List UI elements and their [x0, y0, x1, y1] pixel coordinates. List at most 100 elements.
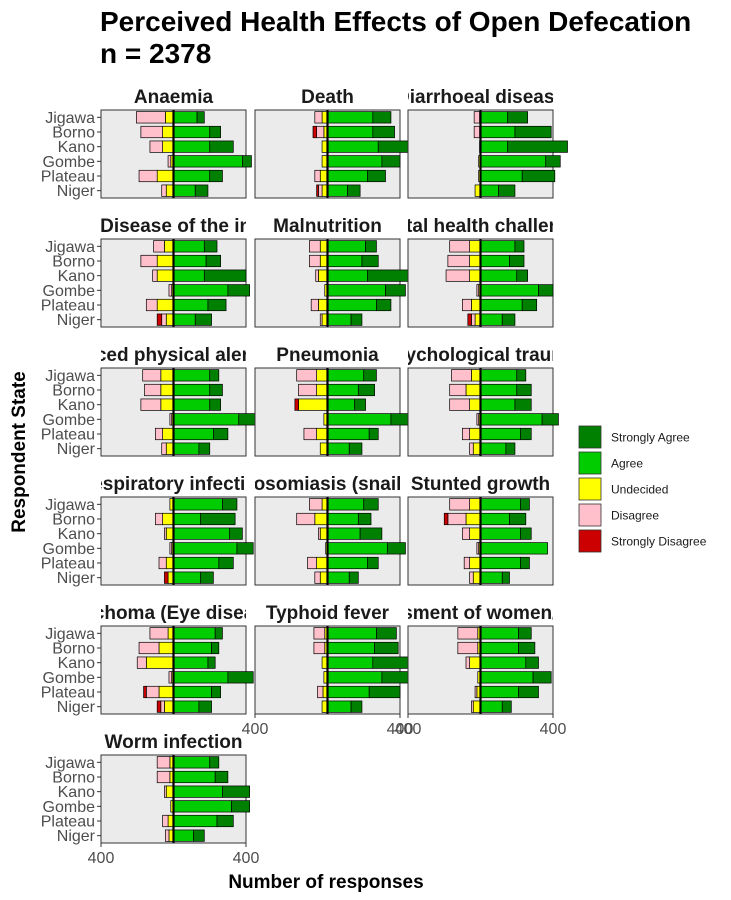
bar-segment [173, 656, 209, 669]
bar-segment [242, 155, 252, 168]
bar-segment [445, 269, 470, 282]
bar-segment [545, 155, 561, 168]
x-tick-label: 400 [88, 850, 115, 867]
bar-segment [318, 527, 321, 540]
bar-segment [173, 369, 211, 382]
bar-segment [509, 512, 527, 526]
bar-segment [138, 641, 160, 655]
bar-segment [158, 641, 174, 655]
x-tick-label: 400 [395, 721, 422, 738]
bar-segment [161, 313, 167, 326]
facet-title: Death [301, 87, 354, 108]
bar-segment [160, 369, 174, 382]
bar-segment [309, 498, 323, 511]
bar-segment [140, 125, 163, 139]
bar-segment [303, 427, 317, 441]
bar-segment [327, 313, 352, 326]
bar-segment [462, 527, 470, 540]
legend-swatch [578, 425, 602, 449]
bar-segment [465, 383, 481, 397]
bar-segment [316, 125, 325, 139]
bar-segment [501, 700, 512, 713]
bar-segment [231, 800, 250, 813]
bar-segment [473, 111, 480, 124]
y-tick-label: Plateau [41, 814, 95, 831]
bar-segment [173, 169, 211, 183]
bar-segment [318, 298, 328, 312]
bar-segment [457, 627, 479, 640]
bar-segment [354, 398, 366, 411]
bar-segment [173, 442, 200, 455]
facet-panel: Trachoma (Eye disease) JigawaBornoKanoGom… [41, 603, 254, 716]
bar-segment [318, 269, 328, 282]
bar-segment [469, 269, 481, 282]
bar-segment [312, 125, 317, 139]
bar-segment [200, 571, 214, 584]
bar-segment [480, 671, 534, 684]
bar-segment [309, 240, 321, 253]
bar-segment [164, 785, 167, 798]
facet-panel: Respiratory infection JigawaBornoKanoGomb… [41, 474, 254, 587]
bar-segment [462, 427, 470, 441]
bar-segment [372, 125, 395, 139]
facet-panel: Schistosomiasis (snail fever) [254, 474, 406, 586]
bar-segment [298, 383, 317, 397]
bar-segment [213, 427, 229, 441]
bar-segment [514, 125, 552, 139]
bar-segment [145, 685, 160, 699]
bar-segment [173, 685, 212, 699]
bar-segment [327, 571, 350, 584]
bar-segment [173, 785, 223, 798]
bar-segment [319, 313, 323, 326]
legend-swatch [578, 529, 602, 553]
bar-segment [327, 671, 383, 684]
bar-segment [518, 685, 539, 699]
facet-panel: Malnutrition [254, 216, 412, 328]
bar-segment [162, 814, 169, 828]
bar-segment [211, 641, 220, 655]
bar-segment [480, 542, 548, 555]
facet-title: Mental health challenges [368, 216, 593, 237]
y-tick-label: Kano [58, 526, 95, 543]
bar-segment [480, 383, 518, 397]
bar-segment [152, 269, 158, 282]
bar-segment [194, 313, 212, 326]
bar-segment [143, 685, 147, 699]
bar-segment [316, 369, 328, 382]
bar-segment [327, 556, 368, 570]
facet-title: Malnutrition [273, 216, 382, 237]
bar-segment [447, 254, 470, 268]
bar-segment [140, 254, 158, 268]
bar-segment [209, 756, 220, 769]
bar-segment [227, 284, 250, 297]
bar-segment [162, 125, 174, 139]
y-tick-label: Gombe [43, 541, 96, 558]
bar-segment [160, 398, 174, 411]
bar-segment [327, 254, 363, 268]
bar-segment [469, 240, 481, 253]
bar-segment [347, 184, 361, 197]
bar-segment [173, 284, 229, 297]
bar-segment [158, 685, 174, 699]
y-tick-label: Gombe [43, 670, 96, 687]
bar-segment [327, 498, 365, 511]
bar-segment [218, 556, 234, 570]
bar-segment [294, 398, 299, 411]
bar-segment [367, 269, 412, 282]
bar-segment [447, 512, 467, 526]
bar-segment [327, 184, 348, 197]
bar-segment [315, 269, 319, 282]
bar-segment [222, 498, 238, 511]
bar-segment [164, 111, 174, 124]
bar-segment [480, 313, 503, 326]
bar-segment [173, 527, 231, 540]
bar-segment [386, 542, 406, 555]
bar-segment [363, 498, 379, 511]
bar-segment [327, 269, 368, 282]
bar-segment [316, 556, 328, 570]
bar-segment [480, 284, 539, 297]
bar-segment [313, 641, 326, 655]
x-tick-label: 400 [242, 721, 269, 738]
bar-segment [135, 111, 166, 124]
bar-segment [449, 498, 470, 511]
